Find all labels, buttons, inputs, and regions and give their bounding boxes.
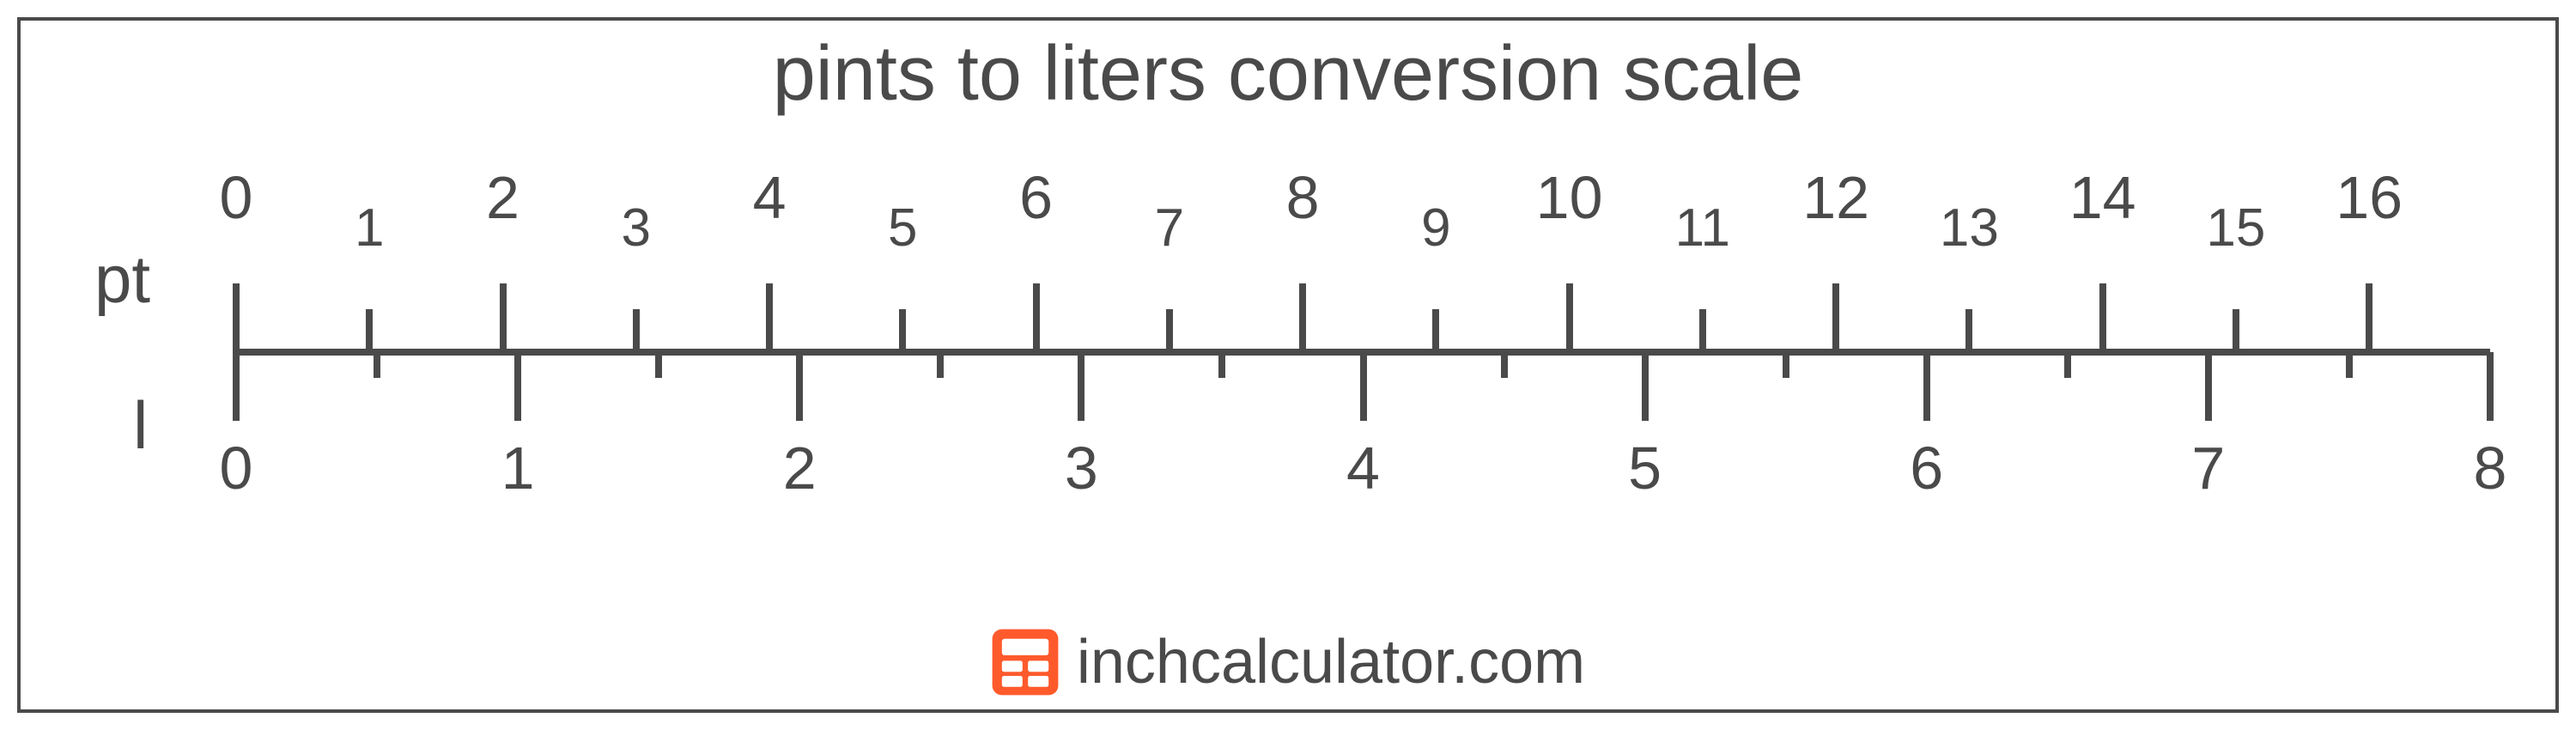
tick-label-l-maj-5: 5 [1628, 434, 1662, 502]
calculator-icon [991, 628, 1060, 697]
tick-l-half-0.5 [374, 352, 380, 378]
footer-text: inchcalculator.com [1077, 627, 1585, 697]
tick-pt-min-11 [1699, 309, 1706, 352]
tick-l-half-1.5 [655, 352, 662, 378]
footer-inner: inchcalculator.com [991, 627, 1585, 697]
tick-pt-min-5 [899, 309, 906, 352]
tick-pt-min-3 [633, 309, 640, 352]
tick-l-half-2.5 [937, 352, 944, 378]
tick-l-half-3.5 [1218, 352, 1225, 378]
tick-l-half-5.5 [1783, 352, 1789, 378]
tick-label-l-maj-6: 6 [1910, 434, 1943, 502]
tick-label-l-maj-3: 3 [1065, 434, 1098, 502]
unit-label-top-text: pt [94, 241, 150, 317]
tick-label-pt-maj-10: 10 [1536, 163, 1603, 232]
tick-pt-min-15 [2233, 309, 2239, 352]
conversion-scale: 024681012141613579111315012345678 [236, 352, 2490, 353]
footer: inchcalculator.com [0, 627, 2576, 701]
tick-label-l-maj-1: 1 [501, 434, 535, 502]
tick-pt-maj-12 [1832, 283, 1839, 352]
tick-l-half-6.5 [2064, 352, 2071, 378]
tick-pt-maj-8 [1299, 283, 1306, 352]
tick-label-pt-min-7: 7 [1155, 198, 1184, 259]
tick-pt-maj-14 [2099, 283, 2106, 352]
tick-l-maj-0 [233, 352, 240, 421]
tick-l-maj-3 [1078, 352, 1084, 421]
tick-pt-min-9 [1432, 309, 1439, 352]
chart-title: pints to liters conversion scale [0, 30, 2576, 119]
tick-label-l-maj-2: 2 [783, 434, 817, 502]
tick-pt-maj-2 [500, 283, 507, 352]
tick-label-pt-maj-12: 12 [1802, 163, 1869, 232]
tick-pt-maj-0 [233, 283, 240, 352]
tick-pt-min-1 [366, 309, 373, 352]
tick-label-pt-min-11: 11 [1675, 198, 1730, 259]
tick-pt-maj-6 [1033, 283, 1040, 352]
tick-pt-maj-4 [766, 283, 773, 352]
tick-label-pt-maj-6: 6 [1019, 163, 1053, 232]
tick-l-half-4.5 [1501, 352, 1508, 378]
tick-label-pt-maj-8: 8 [1286, 163, 1320, 232]
tick-label-pt-min-9: 9 [1421, 198, 1450, 259]
chart-title-text: pints to liters conversion scale [773, 31, 1804, 117]
tick-label-pt-maj-16: 16 [2336, 163, 2403, 232]
tick-label-l-maj-0: 0 [220, 434, 253, 502]
tick-label-pt-min-1: 1 [355, 198, 384, 259]
tick-label-pt-min-15: 15 [2206, 198, 2265, 259]
tick-pt-maj-16 [2366, 283, 2372, 352]
tick-label-pt-maj-14: 14 [2069, 163, 2136, 232]
tick-label-l-maj-7: 7 [2191, 434, 2225, 502]
unit-label-top: pt [94, 240, 150, 319]
tick-l-maj-4 [1360, 352, 1367, 421]
tick-l-maj-5 [1642, 352, 1649, 421]
tick-label-pt-min-13: 13 [1940, 198, 1999, 259]
tick-pt-min-7 [1166, 309, 1173, 352]
tick-l-half-7.5 [2346, 352, 2353, 378]
tick-label-pt-maj-2: 2 [486, 163, 519, 232]
tick-label-pt-min-3: 3 [622, 198, 651, 259]
tick-l-maj-1 [514, 352, 521, 421]
tick-pt-maj-10 [1566, 283, 1573, 352]
tick-l-maj-6 [1923, 352, 1930, 421]
tick-label-pt-maj-4: 4 [753, 163, 787, 232]
tick-l-maj-8 [2487, 352, 2494, 421]
tick-label-pt-maj-0: 0 [220, 163, 253, 232]
tick-l-maj-7 [2205, 352, 2212, 421]
outer-frame [17, 17, 2559, 713]
tick-label-l-maj-4: 4 [1346, 434, 1380, 502]
tick-label-pt-min-5: 5 [888, 198, 917, 259]
tick-l-maj-2 [796, 352, 803, 421]
tick-label-l-maj-8: 8 [2474, 434, 2507, 502]
unit-label-bottom: l [133, 386, 148, 465]
unit-label-bottom-text: l [133, 387, 148, 463]
tick-pt-min-13 [1965, 309, 1972, 352]
